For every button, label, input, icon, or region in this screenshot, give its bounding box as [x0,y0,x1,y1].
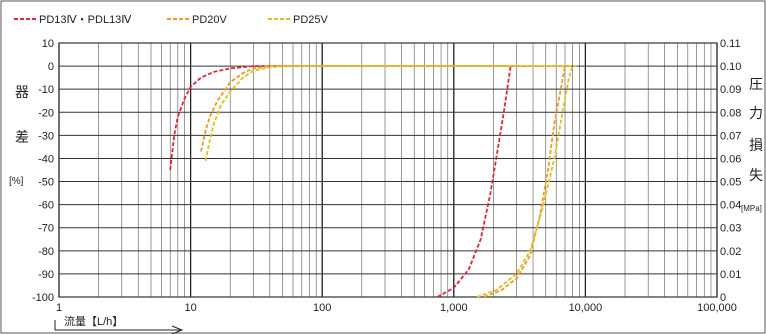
y2-tick-label: 0.04 [720,200,741,212]
legend: PD13Ⅳ・PDL13Ⅳ PD20V PD25V [14,14,329,26]
y-tick-label: -70 [38,223,54,235]
series-line [200,65,569,152]
y2-tick-label: 0.09 [720,84,741,96]
y-axis-title: 器差 [15,84,29,145]
y2-tick-label: 0.10 [720,61,741,73]
x-tick-label: 10,000 [569,302,603,314]
y-tick-label: 0 [48,61,54,73]
y2-axis-title-char: 圧 [749,76,763,92]
y2-axis-title-char: 力 [749,105,763,121]
x-tick-label: 1 [56,302,62,314]
series-layer [169,65,577,298]
plot-area [58,42,718,298]
grid [58,42,718,298]
legend-label: PD13Ⅳ・PDL13Ⅳ [39,14,132,26]
y-tick-label: -50 [38,177,54,189]
x-tick-label: 100,000 [697,302,737,314]
x-axis-arrowhead [171,325,184,334]
y2-tick-label: 0.11 [720,38,741,50]
y-axis-unit: [%] [9,176,24,187]
series-line [483,65,569,298]
y2-axis-title-char: 損 [749,137,763,153]
y2-tick-label: 0.01 [720,269,741,281]
y-tick-label: -20 [38,107,54,119]
series-line [204,65,577,161]
y2-tick-label: 0.08 [720,107,741,119]
legend-label: PD20V [192,14,228,26]
series-line [436,65,515,298]
y-axis-title-char: 差 [15,129,29,145]
y2-tick-label: 0.06 [720,153,741,165]
x-tick-label: 10 [184,302,196,314]
y-tick-label: -30 [38,130,54,142]
y2-tick-label: 0.03 [720,223,741,235]
y2-tick-label: 0.02 [720,246,741,258]
y-tick-label: -40 [38,153,54,165]
y2-tick-label: 0.05 [720,177,741,189]
x-axis-label: 流量【L/h】 [64,314,123,328]
y2-tick-label: 0 [720,292,726,304]
y-tick-label: -60 [38,200,54,212]
y-tick-label: -90 [38,269,54,281]
y-axis-title-char: 器 [15,84,29,100]
series-line [476,65,577,298]
x-tick-label: 1,000 [440,302,468,314]
legend-label: PD25V [293,14,329,26]
y-tick-label: -80 [38,246,54,258]
x-tick-label: 100 [313,302,331,314]
y2-axis-title-char: 失 [749,167,763,183]
y2-tick-label: 0.07 [720,130,741,142]
axis-ticks: 1 10 100 1,000 10,000 100,000100-10-20-30-40-… [32,38,741,314]
y-tick-label: -10 [38,84,54,96]
y2-axis-unit: [MPa] [741,204,762,213]
y-tick-label: -100 [32,292,54,304]
y-tick-label: 10 [42,38,54,50]
